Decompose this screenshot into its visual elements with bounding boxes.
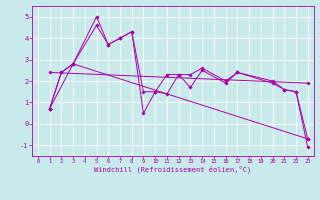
X-axis label: Windchill (Refroidissement éolien,°C): Windchill (Refroidissement éolien,°C) bbox=[94, 166, 252, 173]
